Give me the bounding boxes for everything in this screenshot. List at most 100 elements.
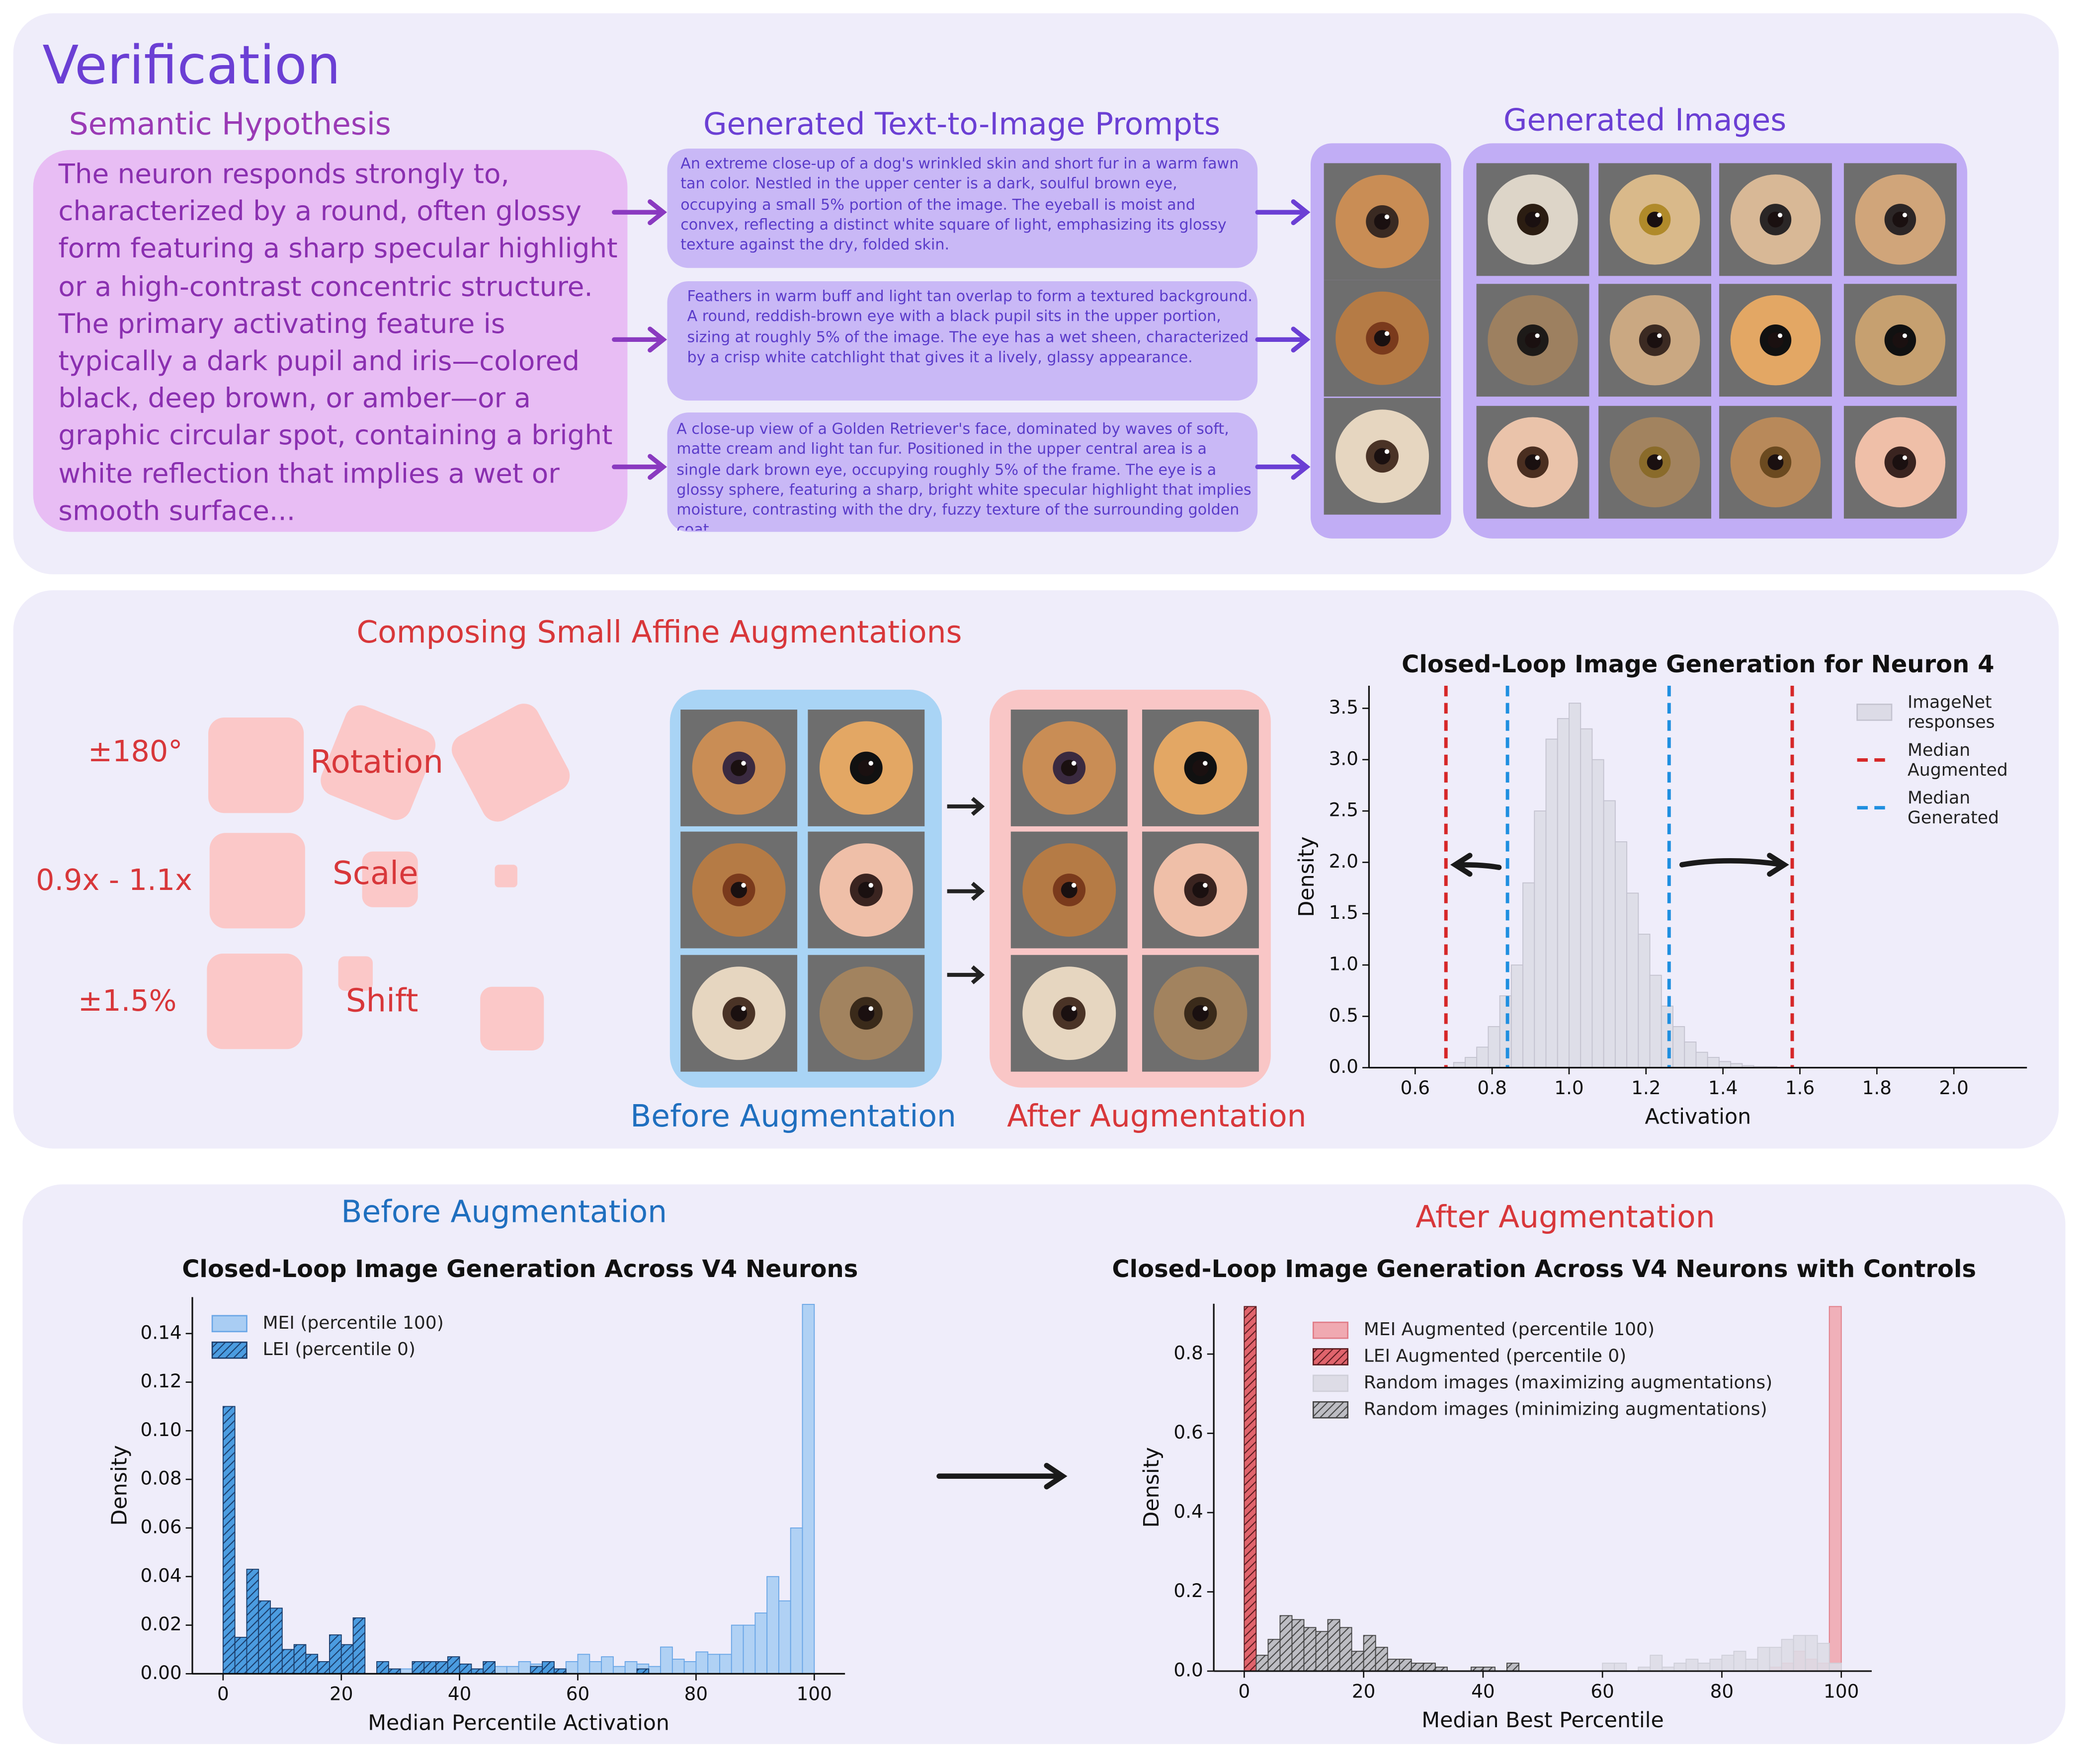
image (1324, 398, 1441, 515)
histogram-bar (483, 1661, 496, 1675)
group-caption: After Augmentation (1007, 1099, 1306, 1134)
image-highlight (1535, 333, 1540, 338)
image-highlight (1657, 213, 1662, 218)
y-tick-label: 0.5 (1329, 1004, 1358, 1026)
x-tick-label: 1.0 (1554, 1077, 1583, 1099)
image (1476, 284, 1589, 397)
image (1142, 831, 1259, 949)
histogram-bar (766, 1576, 779, 1675)
aug-shapes (207, 704, 570, 1050)
histogram-bar (1255, 1655, 1269, 1672)
image (808, 955, 925, 1072)
histogram-bar (258, 1600, 271, 1675)
arrows (1255, 199, 1311, 480)
image (1142, 710, 1259, 826)
y-axis-label: Density (1139, 1447, 1164, 1527)
legend-label: Median Augmented (1908, 740, 2008, 780)
legend-label: Random images (maximizing augmentations) (1364, 1372, 1772, 1393)
section-heading: Generated Images (1503, 103, 1786, 138)
histogram-bar (1506, 1663, 1519, 1672)
histogram-bar (1817, 1643, 1830, 1672)
histogram-bar (695, 1651, 709, 1675)
prompt-wrap: Feathers in warm buff and light tan over… (687, 288, 1252, 366)
shift-arrows (1450, 853, 1789, 877)
histogram-bar (1557, 718, 1570, 1068)
x-axis-label: Median Best Percentile (1421, 1708, 1664, 1733)
x-axis-label: Median Percentile Activation (368, 1710, 669, 1735)
histogram-bar (1339, 1627, 1352, 1672)
image-highlight (1203, 761, 1208, 766)
histogram-bar (1672, 1026, 1685, 1068)
legend-swatch (211, 1341, 248, 1359)
histogram-bar (1709, 1659, 1723, 1672)
image-highlight (1384, 214, 1390, 220)
y-tick-label: 0.00 (140, 1662, 181, 1684)
histogram-bar (1499, 995, 1512, 1068)
legend-label: MEI Augmented (percentile 100) (1364, 1319, 1655, 1340)
y-tick-label: 0.04 (140, 1564, 181, 1586)
histogram-bar (340, 1644, 354, 1675)
histogram-bar (1591, 759, 1604, 1068)
x-tick-label: 1.4 (1708, 1077, 1738, 1099)
y-tick-label: 0.02 (140, 1613, 181, 1635)
histogram-bar (423, 1661, 436, 1675)
histogram-bar (660, 1646, 673, 1675)
legend-label: MEI (percentile 100) (262, 1313, 443, 1333)
histogram-bar (1399, 1659, 1412, 1672)
y-tick-label: 0.0 (1173, 1659, 1203, 1681)
histogram-bar (1626, 892, 1639, 1068)
histogram-bar (412, 1661, 425, 1675)
histogram-bar (305, 1654, 319, 1675)
hypothesis-wrap: The neuron responds strongly to, charact… (58, 158, 618, 527)
image-highlight (1203, 882, 1208, 888)
hypothesis-text: The neuron responds strongly to, charact… (58, 158, 618, 527)
image (1010, 831, 1128, 949)
panel (22, 1184, 2066, 1744)
arrows (612, 199, 667, 480)
x-tick-label: 100 (1824, 1680, 1859, 1702)
histogram-bar (589, 1661, 602, 1675)
image (1719, 163, 1832, 276)
histogram-bar (601, 1656, 614, 1675)
y-tick-label: 0.12 (140, 1370, 181, 1392)
histogram-bar (1545, 738, 1558, 1068)
x-tick-label: 60 (1590, 1680, 1614, 1702)
histogram-bar (1769, 1647, 1782, 1672)
image-highlight (1384, 331, 1390, 336)
legend-label: LEI Augmented (percentile 0) (1364, 1346, 1626, 1366)
image (1476, 163, 1589, 276)
section-heading: Generated Text-to-Image Prompts (703, 107, 1220, 142)
group-caption: Before Augmentation (630, 1099, 956, 1134)
y-tick-label: 1.0 (1329, 953, 1358, 975)
histogram-bar (1733, 1651, 1747, 1672)
histogram-bar (1661, 1005, 1673, 1068)
y-axis-label: Density (1294, 836, 1319, 917)
x-tick-label: 0.6 (1401, 1077, 1430, 1099)
chart-title: Closed-Loop Image Generation Across V4 N… (182, 1255, 858, 1283)
histogram-bar (1745, 1659, 1758, 1672)
histogram-bar (1805, 1635, 1818, 1672)
image-highlight (1071, 761, 1077, 766)
image-highlight (1203, 1006, 1208, 1011)
histogram-bar (1603, 800, 1616, 1068)
x-tick-label: 0 (217, 1683, 229, 1705)
prompt-wrap: An extreme close-up of a dog's wrinkled … (680, 155, 1239, 253)
x-tick-label: 1.8 (1862, 1077, 1892, 1099)
aug-amount: ±1.5% (78, 984, 176, 1018)
histogram-bar (683, 1661, 697, 1675)
image (1598, 284, 1712, 397)
legend-label: ImageNet responses (1908, 693, 1997, 732)
prompt-box (667, 149, 1258, 268)
y-tick-label: 0.8 (1173, 1342, 1203, 1364)
x-tick-label: 0 (1239, 1680, 1250, 1702)
histogram-bar (317, 1661, 330, 1675)
y-tick-label: 0.06 (140, 1516, 181, 1537)
image (1719, 284, 1832, 397)
histogram-bar (1718, 1061, 1732, 1068)
image-highlight (1535, 213, 1540, 218)
histogram-bar (1522, 882, 1535, 1068)
image (1843, 405, 1957, 519)
histogram-bar (1327, 1619, 1340, 1672)
image (1142, 955, 1259, 1072)
image (680, 710, 798, 826)
